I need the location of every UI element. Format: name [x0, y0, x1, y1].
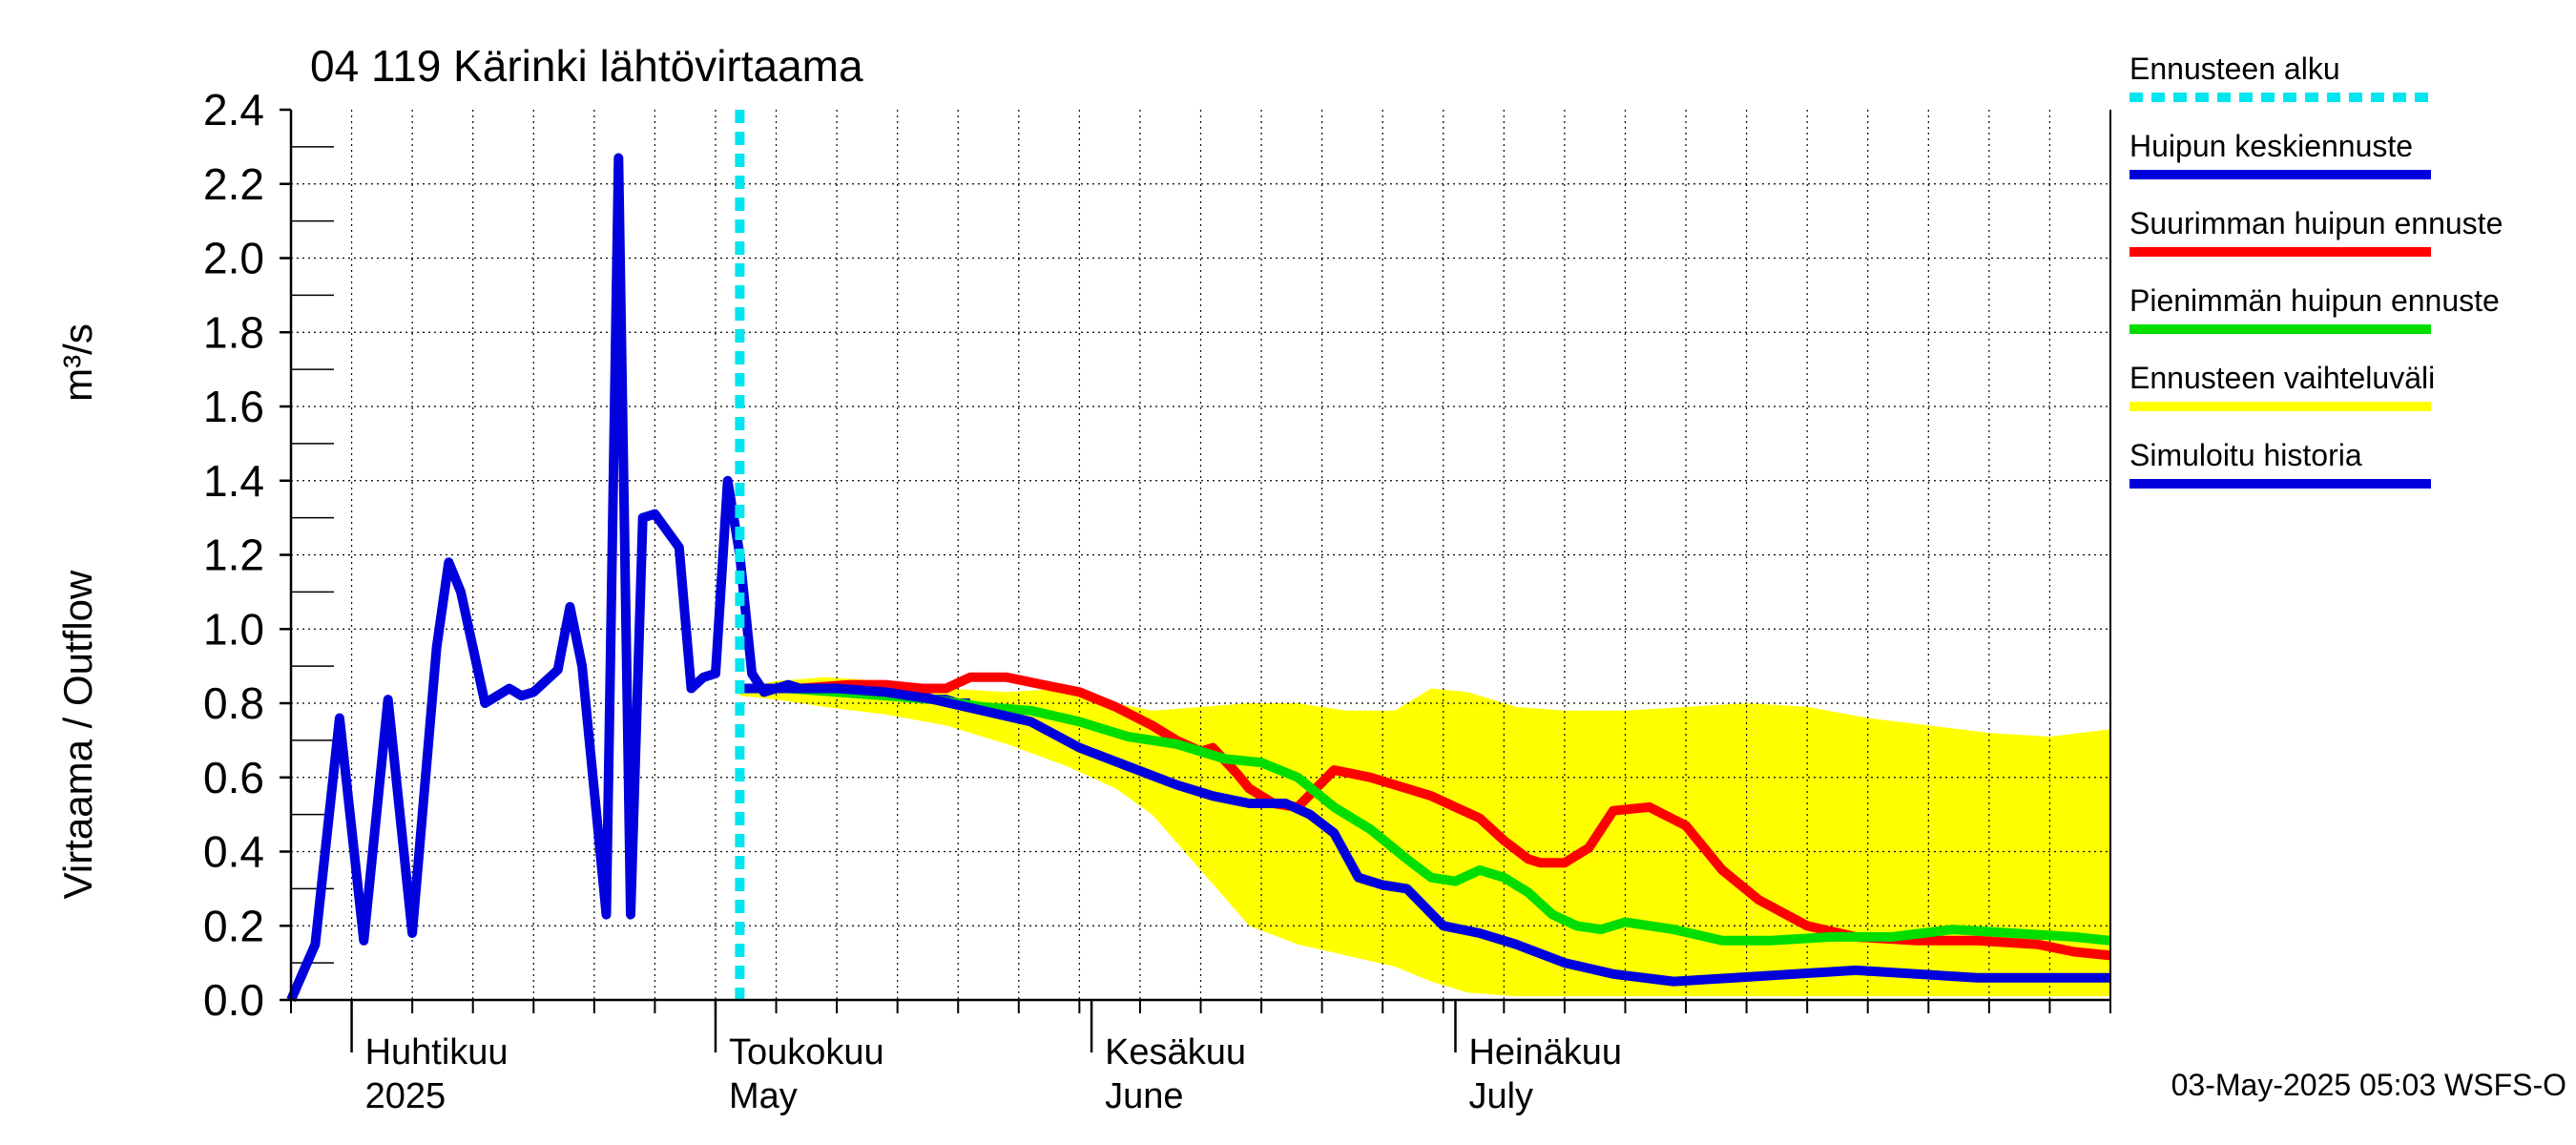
month-label-en: July	[1468, 1076, 1533, 1116]
y-axis-unit: m³/s	[55, 323, 100, 402]
y-tick-label: 0.0	[203, 975, 264, 1025]
series-suurimman-huipun-ennuste	[739, 672, 2111, 961]
y-tick-label: 0.6	[203, 753, 264, 802]
plot-area: 0.0 0.2 0.4 0.6 0.8 1.0 1.2 1.4 1.6 1.8 2.0 2.2 2.4 H…	[203, 85, 2111, 1116]
month-label-fi: Kesäkuu	[1105, 1032, 1246, 1072]
month-label-fi: Heinäkuu	[1468, 1032, 1622, 1072]
y-tick-label: 2.4	[203, 85, 264, 135]
series-pienimm-n-huipun-ennuste	[739, 683, 2111, 946]
y-tick-label: 0.4	[203, 827, 264, 877]
month-label-en: May	[729, 1076, 798, 1116]
legend: Ennusteen alku Huipun keskiennuste Suurimm…	[2129, 52, 2503, 489]
month-label-en: 2025	[365, 1076, 447, 1116]
y-tick-label: 2.2	[203, 159, 264, 209]
y-tick-label: 1.0	[203, 604, 264, 654]
y-tick-label: 0.2	[203, 901, 264, 950]
legend-label: Simuloitu historia	[2129, 438, 2362, 472]
y-axis-label: Virtaama / Outflow	[55, 570, 100, 899]
month-label-fi: Huhtikuu	[365, 1032, 509, 1072]
legend-label: Ennusteen alku	[2129, 52, 2340, 86]
y-tick-label: 1.2	[203, 531, 264, 580]
month-label-fi: Toukokuu	[729, 1032, 884, 1072]
y-tick-label: 1.6	[203, 382, 264, 431]
y-tick-label: 2.0	[203, 234, 264, 283]
y-tick-label: 0.8	[203, 678, 264, 728]
month-label-en: June	[1105, 1076, 1183, 1116]
legend-label: Pienimmän huipun ennuste	[2129, 283, 2500, 318]
footer-timestamp: 03-May-2025 05:03 WSFS-O	[2171, 1068, 2566, 1102]
legend-label: Ennusteen vaihteluväli	[2129, 361, 2435, 395]
series-huipun-keskiennuste	[739, 683, 2110, 987]
y-tick-label: 1.4	[203, 456, 264, 506]
legend-label: Huipun keskiennuste	[2129, 129, 2413, 163]
chart-title: 04 119 Kärinki lähtövirtaama	[310, 41, 863, 91]
legend-label: Suurimman huipun ennuste	[2129, 206, 2503, 240]
forecast-range-band	[739, 677, 2110, 997]
y-tick-label: 1.8	[203, 307, 264, 357]
